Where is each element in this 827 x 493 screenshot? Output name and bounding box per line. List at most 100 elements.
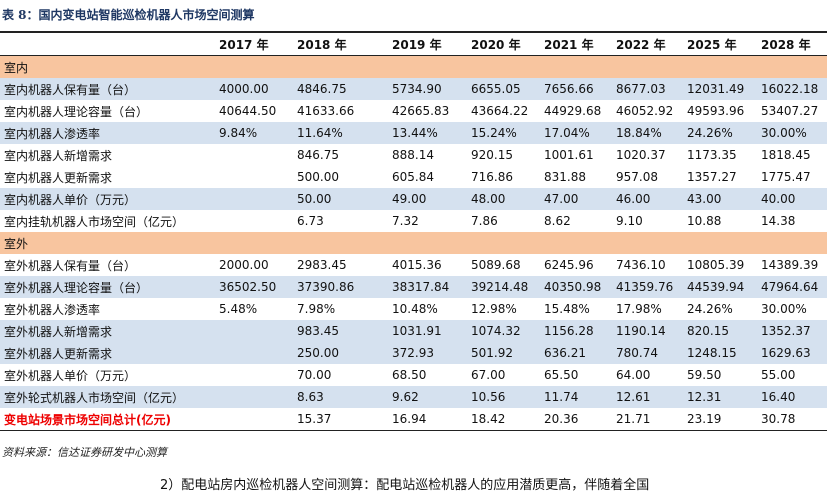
- cell: 10.88: [687, 214, 722, 228]
- cell: 1173.35: [687, 148, 737, 162]
- cell: 39214.48: [467, 276, 540, 298]
- cell: 7.98%: [297, 302, 336, 316]
- cell: 68.50: [392, 368, 427, 382]
- cell: 605.84: [392, 170, 434, 184]
- data-row: 室外轮式机器人市场空间（亿元） 8.63 9.62 10.56 11.74 12.61 12…: [0, 386, 827, 408]
- data-row: 室外机器人渗透率 5.48% 7.98% 10.48% 12.98% 15.48% 17.9…: [0, 298, 827, 320]
- data-row: 室内机器人理论容量（台） 40644.50 41633.66 42665.83 4366…: [0, 100, 827, 122]
- data-row: 室内机器人单价（万元） 50.00 49.00 48.00 47.00 46.00 43.0…: [0, 188, 827, 210]
- cell: 1001.61: [544, 148, 594, 162]
- header-cell: 2020 年: [467, 31, 540, 56]
- data-row: 室外机器人新增需求 983.45 1031.91 1074.32 1156.28 1190…: [0, 320, 827, 342]
- cell: 716.86: [471, 170, 513, 184]
- cell: 18.84%: [612, 122, 683, 144]
- section-row: 室外: [0, 232, 827, 254]
- cell: 1031.91: [388, 320, 467, 342]
- cell: [215, 408, 293, 431]
- cell: [215, 320, 293, 342]
- cell: 40350.98: [540, 276, 612, 298]
- row-label: 室外机器人单价（万元）: [4, 368, 137, 383]
- data-row: 室内机器人渗透率 9.84% 11.64% 13.44% 15.24% 17.04% 18.…: [0, 122, 827, 144]
- cell: 40.00: [757, 188, 827, 210]
- cell: 16022.18: [757, 78, 827, 100]
- cell: 17.98%: [616, 302, 662, 316]
- cell: 1156.28: [540, 320, 612, 342]
- cell: 8677.03: [612, 78, 683, 100]
- row-label: 室内机器人理论容量（台）: [4, 104, 149, 119]
- cell: 12.31: [683, 386, 757, 408]
- header-row: 2017 年 2018 年 2019 年 2020 年 2021 年 2022 年 2025…: [0, 31, 827, 56]
- cell: 15.48%: [544, 302, 590, 316]
- cell: [215, 342, 293, 364]
- row-label: 室内机器人渗透率: [0, 122, 215, 144]
- cell: 372.93: [388, 342, 467, 364]
- row-label: 室内挂轨机器人市场空间（亿元）: [4, 214, 185, 229]
- cell: 4846.75: [293, 78, 388, 100]
- cell: 4015.36: [392, 258, 442, 272]
- cell: 49593.96: [687, 104, 745, 118]
- data-row: 室外机器人单价（万元） 70.00 68.50 67.00 65.50 64.00 59.5…: [0, 364, 827, 386]
- cell: 1775.47: [761, 170, 811, 184]
- cell: 23.19: [683, 408, 757, 431]
- cell: 5089.68: [471, 258, 521, 272]
- cell: 10.56: [467, 386, 540, 408]
- header-cell: 2018 年: [293, 31, 388, 56]
- cell: 831.88: [544, 170, 586, 184]
- cell: 46.00: [612, 188, 683, 210]
- cell: 20.36: [540, 408, 612, 431]
- cell: 46052.92: [616, 104, 674, 118]
- cell: 11.64%: [293, 122, 388, 144]
- cell: 6655.05: [467, 78, 540, 100]
- cell: 920.15: [471, 148, 513, 162]
- cell: 12.98%: [471, 302, 517, 316]
- cell: [215, 364, 293, 386]
- cell: [215, 188, 293, 210]
- cell: 4000.00: [215, 78, 293, 100]
- cell: 1357.27: [687, 170, 737, 184]
- cell: 41633.66: [297, 104, 355, 118]
- cell: 38317.84: [388, 276, 467, 298]
- cell: 1248.15: [683, 342, 757, 364]
- header-cell: 2019 年: [388, 31, 467, 56]
- cell: 846.75: [297, 148, 339, 162]
- cell: [215, 210, 293, 232]
- cell: 15.37: [293, 408, 388, 431]
- cell: 820.15: [683, 320, 757, 342]
- row-label: 室外机器人更新需求: [0, 342, 215, 364]
- cell: 12031.49: [683, 78, 757, 100]
- row-label: 变电站场景市场空间总计(亿元): [0, 408, 215, 431]
- cell: 9.62: [388, 386, 467, 408]
- total-row: 变电站场景市场空间总计(亿元) 15.37 16.94 18.42 20.36 21.71…: [0, 408, 827, 431]
- row-label: 室外机器人保有量（台）: [4, 258, 137, 273]
- data-table: 2017 年 2018 年 2019 年 2020 年 2021 年 2022 年 2025…: [0, 31, 827, 431]
- cell: 8.63: [293, 386, 388, 408]
- cell: 1352.37: [757, 320, 827, 342]
- cell: 44539.94: [683, 276, 757, 298]
- cell: 6.73: [297, 214, 324, 228]
- row-label: 室内机器人单价（万元）: [0, 188, 215, 210]
- header-cell: [0, 31, 215, 56]
- cell: 24.26%: [687, 302, 733, 316]
- cell: 1190.14: [612, 320, 683, 342]
- cell: 2983.45: [297, 258, 347, 272]
- data-row: 室内机器人更新需求 500.00 605.84 716.86 831.88 957.08 1…: [0, 166, 827, 188]
- cell: 55.00: [761, 368, 796, 382]
- row-label: 室外轮式机器人市场空间（亿元）: [0, 386, 215, 408]
- cell: 7.86: [471, 214, 498, 228]
- cell: 5734.90: [388, 78, 467, 100]
- cell: 9.10: [616, 214, 643, 228]
- source-note: 资料来源：信达证券研发中心测算: [2, 446, 167, 459]
- cell: 48.00: [467, 188, 540, 210]
- cell: 30.00%: [757, 122, 827, 144]
- cell: 1074.32: [467, 320, 540, 342]
- cell: 40644.50: [219, 104, 277, 118]
- header-cell: 2017 年: [215, 31, 293, 56]
- cell: 37390.86: [293, 276, 388, 298]
- header-cell: 2028 年: [757, 31, 827, 56]
- cell: 780.74: [612, 342, 683, 364]
- data-row: 室外机器人更新需求 250.00 372.93 501.92 636.21 780.74 1…: [0, 342, 827, 364]
- cell: 44929.68: [544, 104, 602, 118]
- cell: 41359.76: [612, 276, 683, 298]
- cell: 70.00: [297, 368, 332, 382]
- cell: [215, 144, 293, 166]
